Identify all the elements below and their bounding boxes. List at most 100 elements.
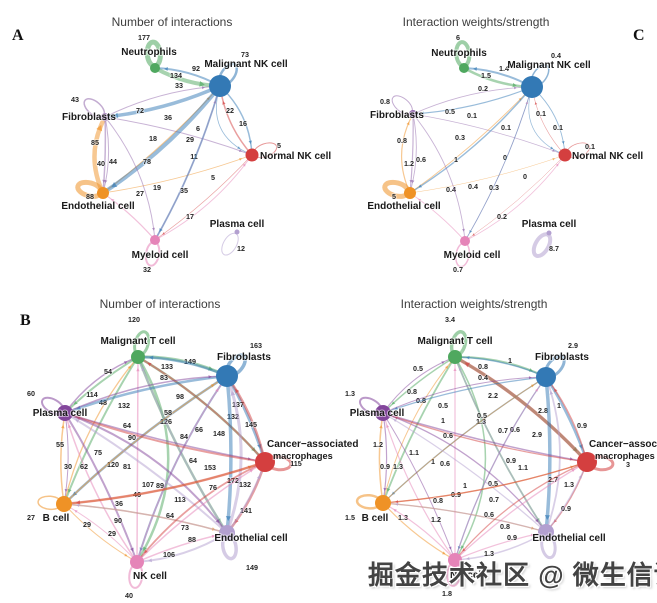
edge-nk_cell-to-b_cell bbox=[382, 502, 456, 561]
edge-weight-label: 36 bbox=[115, 499, 123, 508]
node-label-fibroblasts: Fibroblasts bbox=[370, 110, 424, 121]
edge-weight-label: 55 bbox=[56, 440, 64, 449]
edge-arrowhead bbox=[393, 419, 397, 423]
node-fibroblasts[interactable] bbox=[216, 365, 238, 387]
edge-arrowhead bbox=[461, 545, 465, 549]
node-fibroblasts[interactable] bbox=[409, 110, 417, 118]
node-endothelial[interactable] bbox=[219, 525, 235, 541]
edge-weight-label: 54 bbox=[104, 367, 112, 376]
node-endothelial[interactable] bbox=[97, 187, 109, 199]
edge-arrowhead bbox=[571, 469, 575, 473]
edge-malignant_nk-to-endothelial bbox=[101, 84, 222, 195]
node-malignant_nk[interactable] bbox=[209, 75, 231, 97]
edge-weight-label: 89 bbox=[156, 481, 164, 490]
edge-weight-label: 0.4 bbox=[468, 182, 478, 191]
node-endothelial[interactable] bbox=[538, 524, 554, 540]
node-malignant_nk[interactable] bbox=[521, 76, 543, 98]
edge-arrowhead bbox=[552, 157, 556, 161]
edge-weight-label: 1.2 bbox=[404, 159, 414, 168]
edge-myeloid-to-endothelial bbox=[409, 192, 466, 242]
edge-weight-label: 29 bbox=[108, 529, 116, 538]
edge-weight-label: 172 bbox=[227, 476, 239, 485]
edge-fibroblasts-to-endothelial bbox=[409, 113, 414, 194]
edge-weight-label: 6 bbox=[196, 124, 200, 133]
node-plasma[interactable] bbox=[234, 229, 240, 235]
node-plasma[interactable] bbox=[375, 405, 391, 421]
node-fibroblasts[interactable] bbox=[101, 113, 109, 121]
edge-arrowhead bbox=[159, 228, 163, 233]
self-loop-label-malignant_nk: 0.4 bbox=[551, 51, 561, 60]
edge-fibroblasts-to-endothelial bbox=[102, 116, 107, 194]
edge-normal_nk-to-malignant_nk bbox=[219, 85, 253, 156]
edge-arrowhead bbox=[210, 384, 215, 388]
edge-macrophages-to-fibroblasts bbox=[545, 376, 588, 463]
edge-arrowhead bbox=[149, 355, 154, 360]
edge-weight-label: 0.6 bbox=[440, 459, 450, 468]
self-loop-label-endothelial: 88 bbox=[86, 192, 94, 201]
node-myeloid[interactable] bbox=[460, 236, 470, 246]
node-label-endothelial: Endothelial cell bbox=[214, 533, 288, 544]
edge-malignant_t-to-plasma bbox=[64, 356, 139, 414]
node-nk_cell[interactable] bbox=[130, 555, 144, 569]
node-label-myeloid: Myeloid cell bbox=[444, 250, 501, 261]
node-plasma[interactable] bbox=[57, 405, 73, 421]
edge-weight-label: 1.2 bbox=[431, 515, 441, 524]
edge-weight-label: 17 bbox=[186, 212, 194, 221]
edge-weight-label: 84 bbox=[180, 432, 188, 441]
edge-weight-label: 132 bbox=[227, 412, 239, 421]
edge-arrowhead bbox=[550, 146, 554, 150]
edge-arrowhead bbox=[530, 384, 535, 388]
edge-weight-label: 0.3 bbox=[455, 133, 465, 142]
node-neutrophils[interactable] bbox=[459, 63, 469, 73]
edge-endothelial-to-plasma bbox=[382, 412, 547, 533]
edge-macrophages-to-b_cell bbox=[382, 461, 588, 504]
node-b_cell[interactable] bbox=[375, 495, 391, 511]
node-normal_nk[interactable] bbox=[558, 148, 572, 162]
edge-nk_cell-to-endothelial bbox=[136, 532, 228, 563]
node-macrophages[interactable] bbox=[577, 452, 597, 472]
edge-arrowhead bbox=[555, 163, 559, 167]
node-label-macrophages: Cancer−associated bbox=[589, 439, 657, 450]
node-plasma[interactable] bbox=[546, 230, 552, 236]
edge-endothelial-to-fibroblasts bbox=[545, 376, 561, 533]
panel-C: 1.5 1.4 0.2 0.5 0.1 0.1 0.1 0.1 0.3 0.8 1.2 0.6 1 0 0 0… bbox=[366, 15, 644, 275]
node-macrophages[interactable] bbox=[255, 452, 275, 472]
panel-title-D: Interaction weights/strength bbox=[401, 297, 548, 311]
node-endothelial[interactable] bbox=[404, 187, 416, 199]
node-label-b_cell: B cell bbox=[362, 513, 389, 524]
edge-weight-label: 0.5 bbox=[477, 411, 487, 420]
edge-arrowhead bbox=[395, 502, 399, 506]
edge-weight-label: 0.3 bbox=[489, 183, 499, 192]
node-b_cell[interactable] bbox=[56, 496, 72, 512]
edge-malignant_nk-to-normal_nk bbox=[219, 85, 253, 156]
edge-arrowhead bbox=[111, 182, 118, 188]
edge-weight-label: 1.4 bbox=[499, 64, 509, 73]
edge-nk_cell-to-b_cell bbox=[63, 503, 138, 563]
edge-arrowhead bbox=[379, 425, 383, 429]
edge-arrowhead bbox=[458, 367, 462, 371]
edge-weight-label: 90 bbox=[128, 433, 136, 442]
node-label-b_cell: B cell bbox=[43, 513, 70, 524]
node-malignant_t[interactable] bbox=[131, 350, 145, 364]
node-myeloid[interactable] bbox=[150, 235, 160, 245]
edge-weight-label: 29 bbox=[83, 520, 91, 529]
node-fibroblasts[interactable] bbox=[536, 367, 556, 387]
node-label-neutrophils: Neutrophils bbox=[121, 47, 177, 58]
node-nk_cell[interactable] bbox=[448, 553, 462, 567]
edge-arrowhead bbox=[578, 475, 582, 479]
edge-weight-label: 1.3 bbox=[393, 462, 403, 471]
edge-nk_cell-to-endothelial bbox=[454, 531, 547, 561]
panel-title-B: Number of interactions bbox=[100, 297, 221, 311]
node-normal_nk[interactable] bbox=[245, 148, 259, 162]
edge-plasma-to-nk_cell bbox=[382, 412, 456, 561]
edge-arrowhead bbox=[421, 111, 425, 115]
edge-weight-label: 1 bbox=[557, 401, 561, 410]
edge-arrowhead bbox=[248, 140, 253, 144]
node-malignant_t[interactable] bbox=[448, 350, 462, 364]
edge-weight-label: 1.3 bbox=[484, 549, 494, 558]
edge-fibroblasts-to-normal_nk bbox=[412, 113, 566, 156]
self-loop-label-malignant_nk: 73 bbox=[241, 50, 249, 59]
node-neutrophils[interactable] bbox=[150, 63, 160, 73]
edge-endothelial-to-nk_cell bbox=[454, 531, 547, 561]
edge-weight-label: 1 bbox=[463, 481, 467, 490]
